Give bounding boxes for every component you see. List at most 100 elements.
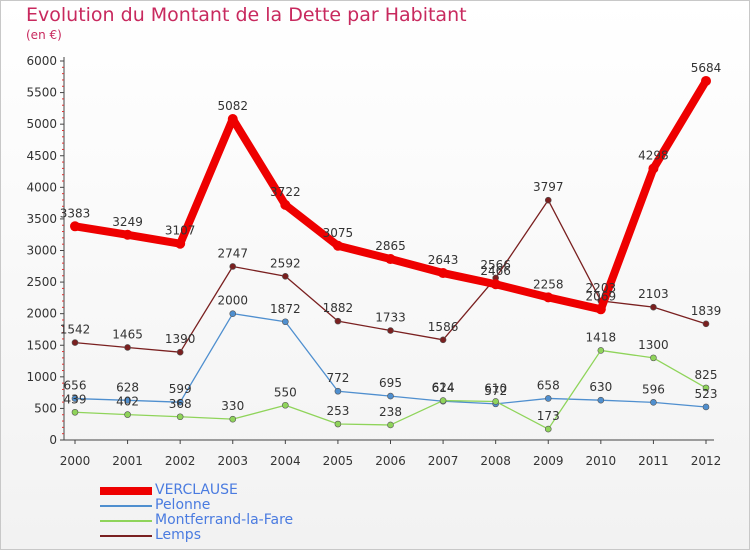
data-point [544, 395, 552, 402]
data-label: 1839 [691, 304, 722, 318]
data-point [650, 354, 657, 362]
y-tick-label: 5500 [26, 86, 57, 100]
data-label: 5684 [691, 61, 722, 75]
data-label: 772 [326, 371, 349, 385]
data-label: 253 [326, 404, 349, 418]
data-label: 695 [379, 376, 402, 390]
data-point [332, 240, 343, 251]
data-label: 658 [537, 378, 560, 392]
y-tick-label: 500 [34, 401, 57, 415]
data-point [122, 229, 133, 240]
series-line [71, 76, 710, 314]
data-point [650, 399, 657, 406]
x-tick-label: 2008 [480, 454, 511, 468]
data-point [282, 318, 289, 326]
data-point [595, 304, 606, 315]
x-tick-label: 2007 [428, 454, 459, 468]
data-point [385, 254, 396, 265]
data-point [387, 327, 394, 334]
legend-label: VERCLAUSE [155, 482, 238, 498]
chart-title: Evolution du Montant de la Dette par Hab… [26, 4, 467, 26]
data-point [229, 263, 237, 270]
data-point [438, 268, 449, 279]
data-point [71, 339, 79, 346]
data-label: 5082 [217, 99, 248, 113]
data-point [492, 398, 499, 405]
data-label: 550 [274, 385, 297, 399]
data-label: 3797 [533, 180, 564, 194]
data-point [124, 344, 131, 351]
y-tick-label: 1000 [26, 370, 57, 384]
legend-swatch [100, 535, 152, 537]
data-label: 1390 [165, 332, 196, 346]
data-point [334, 387, 342, 395]
data-point [334, 317, 342, 325]
y-tick-label: 2000 [26, 307, 57, 321]
data-label: 1465 [112, 327, 143, 341]
data-label: 1418 [586, 330, 617, 344]
data-label: 2747 [217, 246, 248, 260]
legend-swatch [100, 505, 152, 507]
data-label: 2203 [586, 281, 617, 295]
data-point [280, 199, 291, 210]
data-label: 2103 [638, 287, 669, 301]
data-point [439, 336, 447, 344]
data-point [543, 292, 554, 303]
data-label: 2466 [480, 264, 511, 278]
data-point [282, 401, 289, 409]
data-label: 599 [169, 382, 192, 396]
data-label: 825 [695, 368, 718, 382]
x-tick-label: 2010 [586, 454, 617, 468]
y-tick-label: 3000 [26, 244, 57, 258]
data-point [176, 348, 184, 356]
data-point [71, 408, 79, 416]
legend-swatch [100, 487, 152, 495]
y-tick-label: 0 [49, 433, 57, 447]
data-label: 1733 [375, 311, 406, 325]
data-point [387, 392, 394, 400]
data-point [544, 425, 552, 433]
data-point [334, 420, 342, 428]
data-point [702, 403, 710, 411]
data-label: 628 [116, 380, 139, 394]
data-label: 1586 [428, 320, 459, 334]
data-point [227, 113, 238, 124]
data-point [702, 320, 710, 328]
legend-label: Pelonne [155, 497, 211, 513]
data-point [490, 279, 501, 290]
x-tick-label: 2006 [375, 454, 406, 468]
x-tick-label: 2003 [217, 454, 248, 468]
data-label: 572 [484, 384, 507, 398]
y-tick-label: 6000 [26, 54, 57, 68]
x-tick-label: 2009 [533, 454, 564, 468]
data-point [702, 384, 710, 392]
data-label: 173 [537, 409, 560, 423]
data-label: 4298 [638, 149, 669, 163]
data-label: 1882 [323, 301, 354, 315]
data-label: 3075 [323, 226, 354, 240]
legend-label: Montferrand-la-Fare [155, 512, 294, 528]
y-tick-label: 4000 [26, 180, 57, 194]
data-point [650, 303, 657, 311]
data-label: 1542 [60, 323, 91, 337]
data-point [597, 347, 605, 354]
data-point [176, 398, 184, 406]
x-tick-label: 2011 [638, 454, 669, 468]
x-tick-label: 2004 [270, 454, 301, 468]
data-label: 439 [64, 392, 87, 406]
data-point [124, 411, 131, 418]
y-tick-label: 2500 [26, 275, 57, 289]
data-label: 402 [116, 395, 139, 409]
data-label: 610 [484, 381, 507, 395]
data-point [175, 238, 186, 249]
data-label: 630 [589, 380, 612, 394]
data-label: 2592 [270, 256, 301, 270]
data-point [70, 221, 80, 232]
y-tick-label: 4500 [26, 149, 57, 163]
y-tick-label: 1500 [26, 338, 57, 352]
x-tick-label: 2000 [60, 454, 91, 468]
data-point [648, 163, 659, 174]
data-label: 1872 [270, 302, 301, 316]
